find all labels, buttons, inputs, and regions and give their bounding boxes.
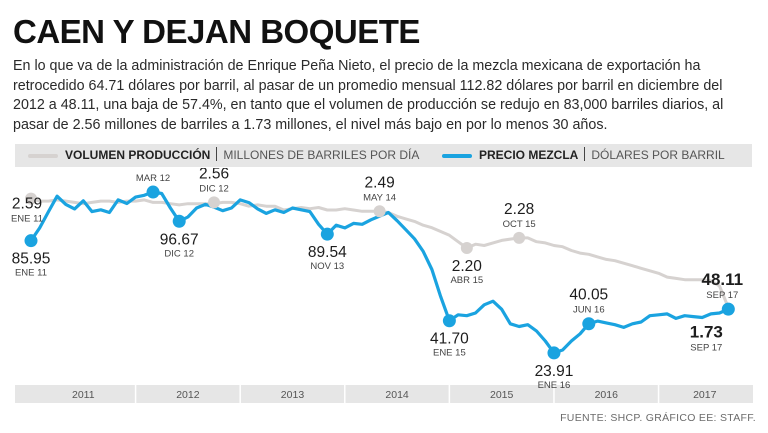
point-date-label: SEP 17: [690, 343, 722, 354]
point-date-label: ENE 15: [433, 348, 466, 359]
point-value-label: 2.49: [365, 174, 395, 191]
point-value-label: 112.82: [130, 168, 176, 172]
point-date-label: ENE 11: [11, 214, 43, 225]
x-axis-band: [15, 385, 753, 403]
price-point-marker: [24, 234, 38, 248]
chart-subtitle: En lo que va de la administración de Enr…: [13, 58, 724, 133]
point-value-label: 23.91: [535, 363, 574, 380]
price-point-marker: [442, 314, 456, 328]
point-date-label: MAY 14: [363, 192, 396, 203]
price-point-marker: [721, 302, 735, 316]
price-legend-label: PRECIO MEZCLA: [479, 148, 579, 162]
x-tick-label: 2013: [281, 389, 305, 401]
volume-legend-label: VOLUMEN PRODUCCIÓN: [65, 148, 211, 162]
point-value-label: 1.73: [690, 323, 723, 342]
point-date-label: DIC 12: [199, 183, 229, 194]
x-tick-label: 2011: [72, 389, 95, 401]
volume-point-marker: [25, 192, 37, 205]
point-value-label: 2.20: [452, 258, 483, 275]
x-tick-label: 2012: [176, 389, 200, 401]
point-date-label: ABR 15: [450, 275, 483, 286]
price-legend-unit: DÓLARES POR BARRIL: [591, 148, 725, 162]
point-date-label: DIC 12: [164, 248, 194, 259]
point-value-label: 2.56: [199, 168, 229, 182]
price-legend-swatch: [442, 154, 472, 158]
volume-point-marker: [513, 231, 526, 244]
x-tick-label: 2014: [385, 389, 409, 401]
volume-point-marker: [460, 242, 473, 254]
source-note: FUENTE: SHCP. GRÁFICO EE: STAFF.: [560, 412, 756, 424]
point-date-label: ENE 11: [15, 268, 47, 279]
price-legend-item: PRECIO MEZCLA DÓLARES POR BARRIL: [479, 144, 725, 167]
x-tick-label: 2016: [595, 389, 619, 401]
volume-legend-item: VOLUMEN PRODUCCIÓN MILLONES DE BARRILES P…: [65, 144, 419, 167]
price-point-marker: [146, 185, 160, 199]
point-value-label: 40.05: [569, 287, 608, 304]
chart-title: CAEN Y DEJAN BOQUETE: [13, 13, 420, 50]
point-date-label: MAR 12: [136, 173, 170, 184]
volume-legend-swatch: [28, 154, 58, 158]
point-date-label: SEP 17: [706, 290, 738, 301]
point-value-label: 41.70: [430, 331, 469, 348]
x-tick-label: 2015: [490, 389, 514, 401]
point-date-label: OCT 15: [503, 219, 536, 230]
legend: VOLUMEN PRODUCCIÓN MILLONES DE BARRILES P…: [15, 144, 752, 167]
point-value-label: 2.28: [504, 201, 534, 218]
point-value-label: 48.11: [702, 270, 744, 289]
point-value-label: 96.67: [160, 231, 199, 248]
point-date-label: JUN 16: [573, 305, 605, 316]
price-point-marker: [582, 317, 596, 331]
point-value-label: 85.95: [12, 251, 51, 268]
x-tick-label: 2017: [693, 389, 717, 401]
volume-point-marker: [208, 196, 221, 209]
price-point-marker: [547, 346, 561, 360]
volume-legend-unit: MILLONES DE BARRILES POR DÍA: [223, 148, 420, 162]
volume-point-marker: [373, 205, 386, 218]
point-date-label: NOV 13: [310, 261, 344, 272]
point-value-label: 2.59: [12, 196, 42, 213]
price-point-marker: [320, 227, 334, 241]
price-point-marker: [172, 214, 186, 228]
point-value-label: 89.54: [308, 244, 347, 261]
point-date-label: ENE 16: [538, 380, 571, 391]
